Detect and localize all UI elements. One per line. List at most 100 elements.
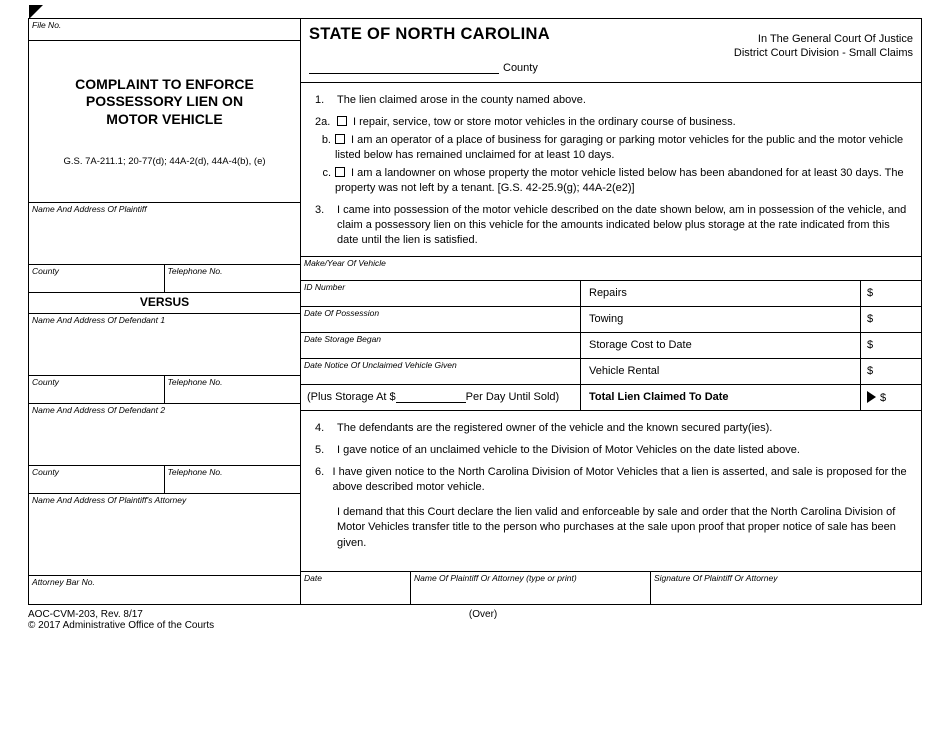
storage-cost-label: Storage Cost to Date [581,333,861,358]
table-row-total: (Plus Storage At $ Per Day Until Sold) T… [301,385,921,411]
item-2c: I am a landowner on whose property the m… [335,167,904,194]
date-notice-label: Date Notice Of Unclaimed Vehicle Given [301,359,580,370]
table-row: ID Number Repairs $ [301,281,921,307]
total-lien-amount[interactable]: $ [861,385,921,410]
form-title: COMPLAINT TO ENFORCE POSSESSORY LIEN ON … [29,41,300,203]
checkbox-2b[interactable] [335,134,345,144]
title-line: COMPLAINT TO ENFORCE [75,76,254,92]
defendant2-address-label: Name And Address Of Defendant 2 [29,404,300,415]
allegations-2: 4.The defendants are the registered owne… [301,411,921,572]
item-2a: I repair, service, tow or store motor ve… [353,116,736,128]
storage-prefix: (Plus Storage At $ [307,391,396,403]
title-line: MOTOR VEHICLE [106,111,222,127]
defendant2-county-phone: County Telephone No. [29,466,300,494]
phone-label: Telephone No. [165,265,301,276]
phone-label: Telephone No. [165,466,301,477]
storage-cost-amount[interactable]: $ [861,333,921,358]
county-label: County [29,376,164,387]
towing-label: Towing [581,307,861,332]
table-row: Date Notice Of Unclaimed Vehicle Given V… [301,359,921,385]
attorney-bar-no-label: Attorney Bar No. [29,576,300,587]
demand-paragraph: I demand that this Court declare the lie… [315,505,911,551]
item-6: I have given notice to the North Carolin… [332,465,911,495]
plaintiff-address-field[interactable]: Name And Address Of Plaintiff [29,203,300,265]
checkbox-2c[interactable] [335,167,345,177]
defendant1-address-field[interactable]: Name And Address Of Defendant 1 [29,314,300,376]
plaintiff-phone-field[interactable]: Telephone No. [165,265,301,292]
date-storage-field[interactable]: Date Storage Began [301,333,581,358]
title-line: POSSESSORY LIEN ON [86,93,243,109]
sig-name-field[interactable]: Name Of Plaintiff Or Attorney (type or p… [411,572,651,604]
attorney-address-field[interactable]: Name And Address Of Plaintiff's Attorney [29,494,300,576]
plaintiff-address-label: Name And Address Of Plaintiff [29,203,300,214]
date-notice-field[interactable]: Date Notice Of Unclaimed Vehicle Given [301,359,581,384]
total-amt-sym: $ [880,392,886,404]
storage-rate-input[interactable] [396,392,466,403]
attorney-bar-no-field[interactable]: Attorney Bar No. [29,576,300,604]
form-page: File No. COMPLAINT TO ENFORCE POSSESSORY… [28,18,922,605]
item-1: The lien claimed arose in the county nam… [337,93,586,108]
form-number: AOC-CVM-203, Rev. 8/17 [28,609,214,620]
defendant1-address-label: Name And Address Of Defendant 1 [29,314,300,325]
statutes: G.S. 7A-211.1; 20-77(d); 44A-2(d), 44A-4… [63,156,265,167]
defendant1-county-field[interactable]: County [29,376,165,403]
vehicle-rental-label: Vehicle Rental [581,359,861,384]
id-number-label: ID Number [301,281,580,292]
date-possession-field[interactable]: Date Of Possession [301,307,581,332]
make-year-label: Make/Year Of Vehicle [301,257,921,268]
sig-signature-field[interactable]: Signature Of Plaintiff Or Attorney [651,572,921,604]
defendant2-address-field[interactable]: Name And Address Of Defendant 2 [29,404,300,466]
phone-label: Telephone No. [165,376,301,387]
storage-suffix: Per Day Until Sold) [466,391,560,403]
make-year-field[interactable]: Make/Year Of Vehicle [301,257,921,281]
checkbox-2a[interactable] [337,116,347,126]
county-label: County [29,466,164,477]
defendant1-county-phone: County Telephone No. [29,376,300,404]
amounts-table: ID Number Repairs $ Date Of Possession T… [301,281,921,411]
court-block: In The General Court Of Justice District… [734,25,913,82]
date-storage-label: Date Storage Began [301,333,580,344]
vehicle-rental-amount[interactable]: $ [861,359,921,384]
defendant1-phone-field[interactable]: Telephone No. [165,376,301,403]
sig-date-field[interactable]: Date [301,572,411,604]
county-input[interactable] [309,60,499,74]
left-column: File No. COMPLAINT TO ENFORCE POSSESSORY… [29,19,301,604]
defendant2-phone-field[interactable]: Telephone No. [165,466,301,493]
allegations-1: 1.The lien claimed arose in the county n… [301,83,921,257]
sig-signature-label: Signature Of Plaintiff Or Attorney [651,572,921,583]
right-column: STATE OF NORTH CAROLINA County In The Ge… [301,19,921,604]
towing-amount[interactable]: $ [861,307,921,332]
file-no-label: File No. [29,19,300,30]
state-title: STATE OF NORTH CAROLINA [309,25,734,44]
repairs-amount[interactable]: $ [861,281,921,306]
total-lien-label: Total Lien Claimed To Date [581,385,861,410]
court-line2: District Court Division - Small Claims [734,47,913,61]
county-word: County [503,62,538,74]
table-row: Date Storage Began Storage Cost to Date … [301,333,921,359]
item-2b: I am an operator of a place of business … [335,134,903,161]
footer: AOC-CVM-203, Rev. 8/17 © 2017 Administra… [28,609,922,631]
item-4: The defendants are the registered owner … [337,421,772,436]
file-no-field[interactable]: File No. [29,19,300,41]
county-label: County [29,265,164,276]
date-possession-label: Date Of Possession [301,307,580,318]
storage-rate-line: (Plus Storage At $ Per Day Until Sold) [301,385,581,410]
item-3: I came into possession of the motor vehi… [337,203,911,248]
plaintiff-county-field[interactable]: County [29,265,165,292]
signature-row: Date Name Of Plaintiff Or Attorney (type… [301,572,921,604]
table-row: Date Of Possession Towing $ [301,307,921,333]
court-line1: In The General Court Of Justice [734,33,913,47]
item-5: I gave notice of an unclaimed vehicle to… [337,443,800,458]
plaintiff-county-phone: County Telephone No. [29,265,300,293]
sig-name-label: Name Of Plaintiff Or Attorney (type or p… [411,572,650,583]
sig-date-label: Date [301,572,410,583]
copyright: © 2017 Administrative Office of the Cour… [28,620,214,631]
over-label: (Over) [214,609,752,631]
id-number-field[interactable]: ID Number [301,281,581,306]
attorney-address-label: Name And Address Of Plaintiff's Attorney [29,494,300,505]
triangle-icon [867,391,876,403]
versus-label: VERSUS [29,293,300,314]
defendant2-county-field[interactable]: County [29,466,165,493]
header: STATE OF NORTH CAROLINA County In The Ge… [301,19,921,83]
repairs-label: Repairs [581,281,861,306]
